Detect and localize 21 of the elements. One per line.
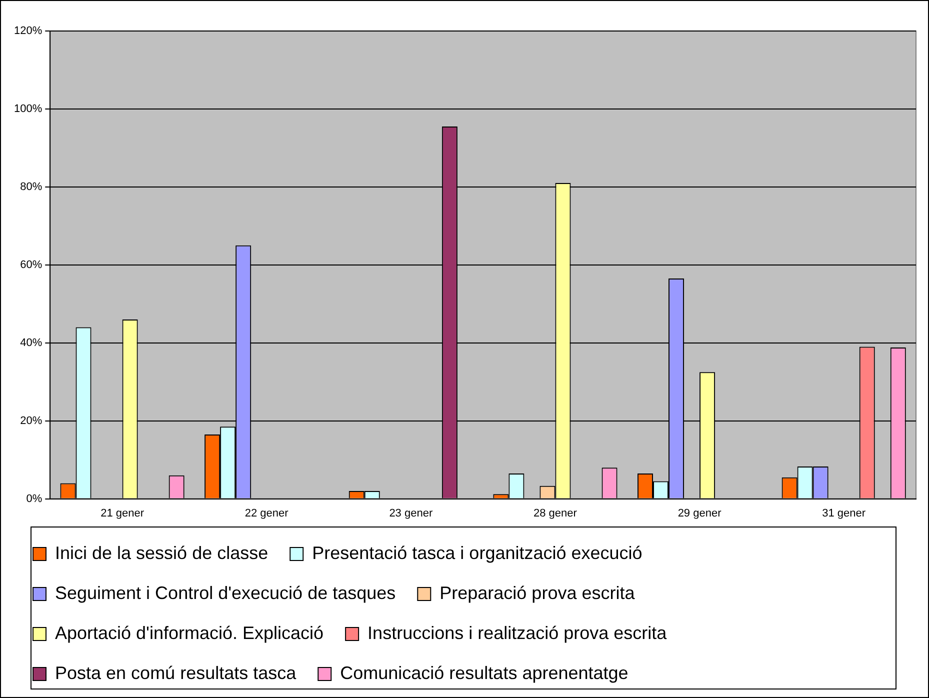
legend-label: Instruccions i realització prova escrita	[368, 622, 668, 643]
x-tick-label: 21 gener	[100, 507, 144, 520]
y-tick-label: 40%	[20, 336, 42, 349]
x-tick-label: 29 gener	[678, 507, 722, 520]
y-tick-label: 100%	[14, 103, 42, 115]
x-tick-label: 23 gener	[389, 507, 433, 520]
y-tick-label: 20%	[20, 414, 42, 427]
y-tick-label: 60%	[20, 258, 42, 271]
legend-label: Presentació tasca i organització execució	[312, 542, 642, 563]
legend-label: Aportació d'informació. Explicació	[55, 622, 324, 643]
legend-label: Posta en comú resultats tasca	[55, 662, 298, 683]
legend-label: Seguiment i Control d'execució de tasques	[55, 582, 396, 603]
legend-label: Preparació prova escrita	[440, 582, 636, 603]
y-tick-label: 80%	[20, 180, 42, 193]
y-tick-label: 120%	[14, 25, 42, 38]
x-tick-label: 31 gener	[822, 507, 866, 520]
legend-label: Inici de la sessió de classe	[55, 542, 268, 563]
x-tick-label: 22 gener	[244, 507, 289, 520]
x-tick-label: 28 gener	[534, 507, 578, 520]
legend-label: Comunicació resultats aprenentatge	[340, 662, 628, 683]
y-tick-label: 0%	[26, 492, 42, 505]
